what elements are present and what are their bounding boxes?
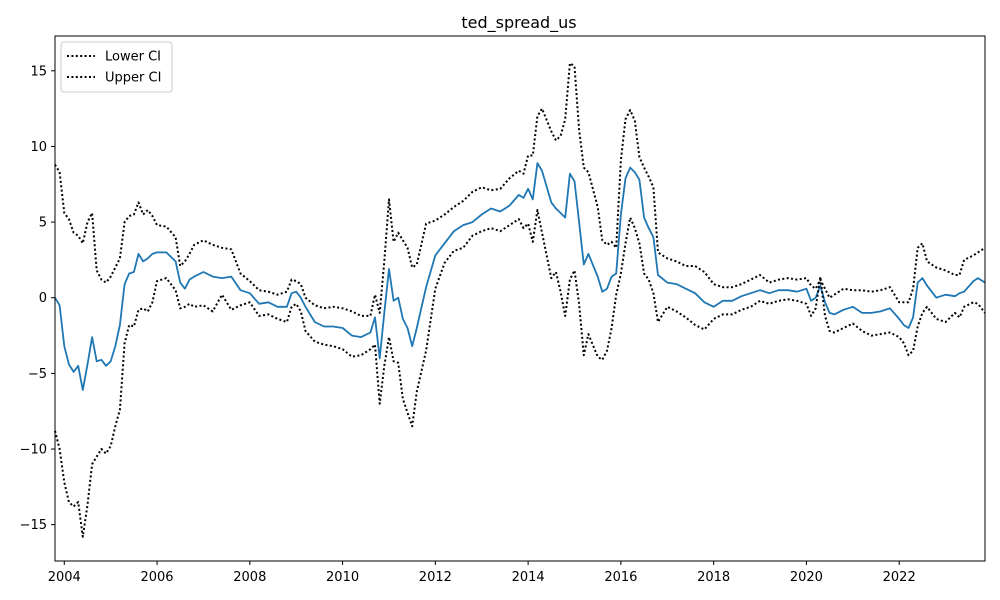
legend-box — [60, 41, 173, 93]
series-layer — [54, 62, 986, 538]
legend-label: Upper CI — [105, 71, 161, 86]
y-axis: −15 −10 −5 0 5 10 15 — [20, 64, 55, 533]
y-tick-label: −10 — [20, 443, 47, 458]
plot-area — [55, 36, 985, 561]
x-tick-label: 2010 — [326, 570, 359, 585]
y-tick-label: 5 — [39, 216, 47, 231]
x-tick-label: 2022 — [883, 570, 916, 585]
chart-title: ted_spread_us — [461, 13, 576, 33]
x-tick-label: 2006 — [140, 570, 173, 585]
series-line-estimate — [54, 162, 986, 391]
legend: Lower CI Upper CI — [60, 41, 173, 93]
plot-frame — [54, 35, 986, 562]
x-tick-label: 2008 — [233, 570, 266, 585]
series-line-upper-ci — [54, 62, 986, 317]
y-tick-label: 10 — [30, 140, 47, 155]
x-tick-label: 2020 — [790, 570, 823, 585]
x-axis: 2004 2006 2008 2010 2012 2014 2016 2018 2020 2022 — [48, 561, 916, 585]
legend-label: Lower CI — [105, 50, 161, 65]
x-tick-label: 2016 — [604, 570, 637, 585]
series-line-lower-ci — [54, 209, 986, 538]
x-tick-label: 2004 — [48, 570, 81, 585]
x-tick-label: 2014 — [512, 570, 545, 585]
y-tick-label: 15 — [30, 64, 47, 79]
y-tick-label: −5 — [28, 367, 47, 382]
y-tick-label: 0 — [39, 291, 47, 306]
x-tick-label: 2012 — [419, 570, 452, 585]
x-tick-label: 2018 — [697, 570, 730, 585]
y-tick-label: −15 — [20, 518, 47, 533]
